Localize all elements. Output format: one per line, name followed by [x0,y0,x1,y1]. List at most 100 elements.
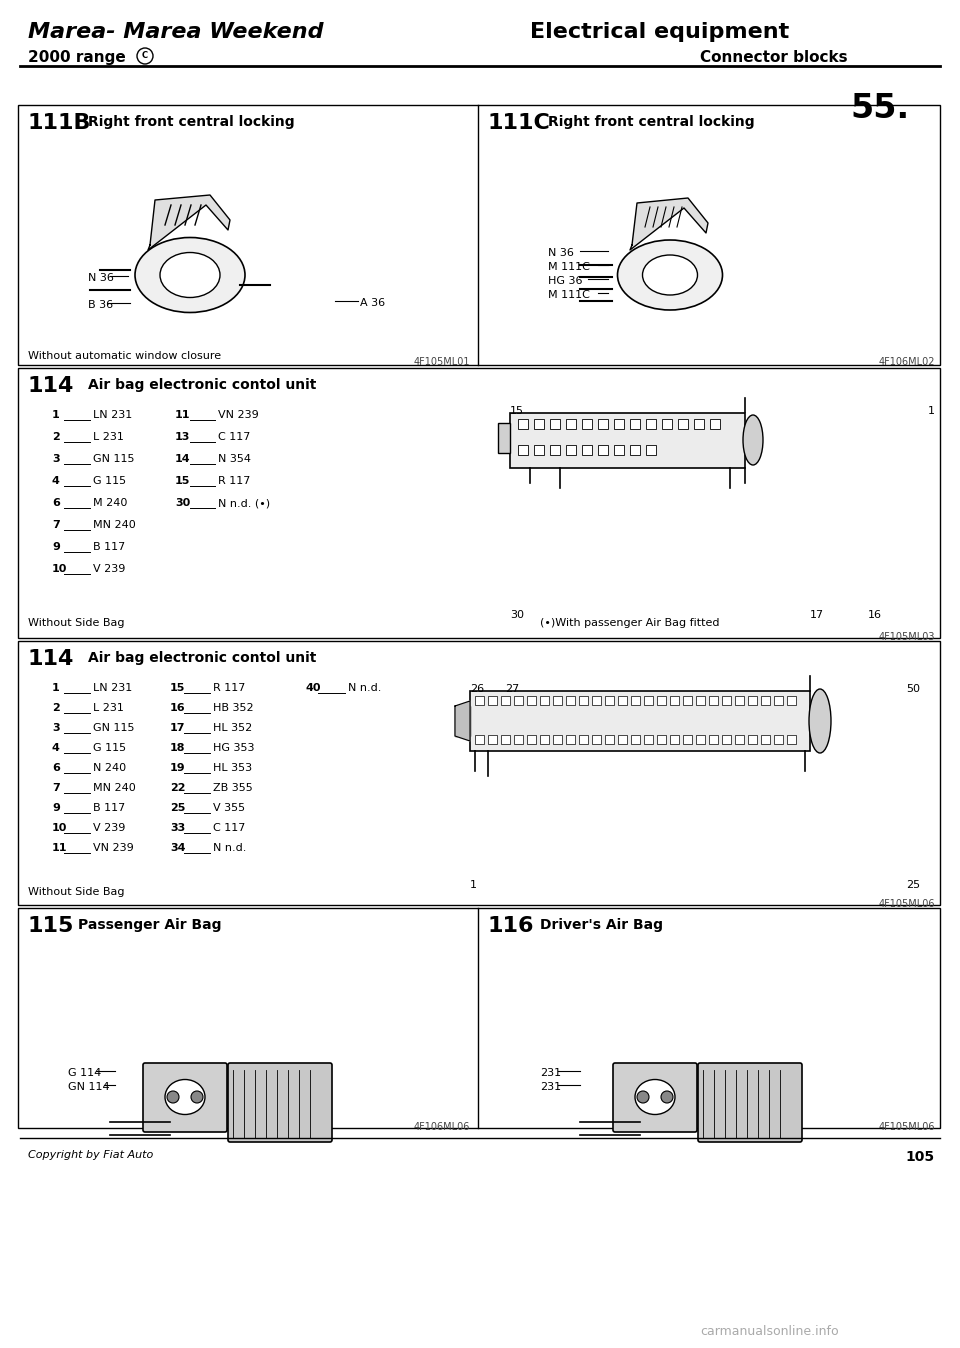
Text: B 117: B 117 [93,542,125,551]
Text: 10: 10 [52,824,67,833]
Text: 17: 17 [810,611,824,620]
Text: V 355: V 355 [213,803,245,813]
Text: L 231: L 231 [93,431,124,442]
Bar [18,909,940,1128]
Text: Driver's Air Bag: Driver's Air Bag [540,918,663,931]
Bar [566,445,576,456]
Bar [475,696,484,705]
Text: MN 240: MN 240 [93,783,135,793]
Text: HL 353: HL 353 [213,763,252,772]
Text: 4F105ML06: 4F105ML06 [878,899,935,909]
Text: HG 36: HG 36 [548,276,583,286]
Text: Without Side Bag: Without Side Bag [28,887,125,896]
Ellipse shape [135,237,245,313]
Bar [748,735,757,744]
Text: 9: 9 [52,803,60,813]
Bar [540,696,549,705]
Text: ZB 355: ZB 355 [213,783,252,793]
Text: 2: 2 [52,431,60,442]
Text: Marea- Marea Weekend: Marea- Marea Weekend [28,22,324,42]
Text: 1: 1 [52,683,60,693]
Text: Without Side Bag: Without Side Bag [28,617,125,628]
Text: 116: 116 [488,917,535,936]
Text: 17: 17 [170,723,185,733]
Polygon shape [630,198,708,249]
Text: 1: 1 [928,406,935,417]
Text: 3: 3 [52,723,60,733]
Bar [618,696,627,705]
Bar [614,445,624,456]
Text: Copyright by Fiat Auto: Copyright by Fiat Auto [28,1150,154,1161]
Bar [694,419,704,429]
Text: 6: 6 [52,497,60,508]
Bar [696,696,705,705]
Text: 15: 15 [510,406,524,417]
Text: Right front central locking: Right front central locking [88,115,295,129]
Text: 30: 30 [175,497,190,508]
Text: G 114: G 114 [68,1068,101,1078]
Text: 4F106ML06: 4F106ML06 [414,1122,470,1132]
Bar [605,735,614,744]
Bar [518,445,528,456]
Text: 14: 14 [175,454,191,464]
Text: 15: 15 [175,476,190,487]
Text: N 36: N 36 [548,248,574,257]
Bar [488,696,497,705]
Bar [579,735,588,744]
Text: C 117: C 117 [218,431,251,442]
Text: 4F106ML02: 4F106ML02 [878,357,935,367]
Text: 1: 1 [52,410,60,421]
Text: N 240: N 240 [93,763,126,772]
Ellipse shape [661,1091,673,1103]
Text: GN 115: GN 115 [93,723,134,733]
Bar [501,696,510,705]
Bar [670,696,679,705]
Bar [498,423,510,453]
FancyBboxPatch shape [613,1064,697,1132]
Text: 19: 19 [170,763,185,772]
Polygon shape [455,701,470,741]
Bar [631,696,640,705]
Bar [534,419,544,429]
Text: 114: 114 [28,648,74,669]
Text: Air bag electronic contol unit: Air bag electronic contol unit [88,377,317,392]
Text: 6: 6 [52,763,60,772]
Text: 4F105ML03: 4F105ML03 [878,632,935,642]
Bar [618,735,627,744]
Text: N n.d. (•): N n.d. (•) [218,497,270,508]
Bar [646,445,656,456]
Text: 25: 25 [170,803,185,813]
Text: M 111C: M 111C [548,290,589,301]
Bar [631,735,640,744]
Text: VN 239: VN 239 [93,842,133,853]
Text: HB 352: HB 352 [213,704,253,713]
Text: C: C [142,51,148,61]
Text: 11: 11 [52,842,67,853]
Text: carmanualsonline.info: carmanualsonline.info [700,1325,839,1339]
Bar [774,696,783,705]
Text: Electrical equipment: Electrical equipment [530,22,789,42]
FancyBboxPatch shape [143,1064,227,1132]
Bar [678,419,688,429]
Bar [683,696,692,705]
Text: C 117: C 117 [213,824,246,833]
FancyBboxPatch shape [698,1064,802,1142]
Text: B 117: B 117 [93,803,125,813]
Bar [18,642,940,905]
Bar [514,735,523,744]
Text: N 36: N 36 [88,274,114,283]
Ellipse shape [167,1091,179,1103]
Text: 27: 27 [505,683,519,694]
Text: 115: 115 [28,917,74,936]
Bar [630,445,640,456]
Text: N n.d.: N n.d. [348,683,381,693]
Bar [566,696,575,705]
Bar [540,735,549,744]
Bar [514,696,523,705]
Text: 111B: 111B [28,113,91,133]
Text: LN 231: LN 231 [93,410,132,421]
Bar [646,419,656,429]
Bar [510,412,745,468]
Text: Right front central locking: Right front central locking [548,115,755,129]
Text: GN 115: GN 115 [93,454,134,464]
